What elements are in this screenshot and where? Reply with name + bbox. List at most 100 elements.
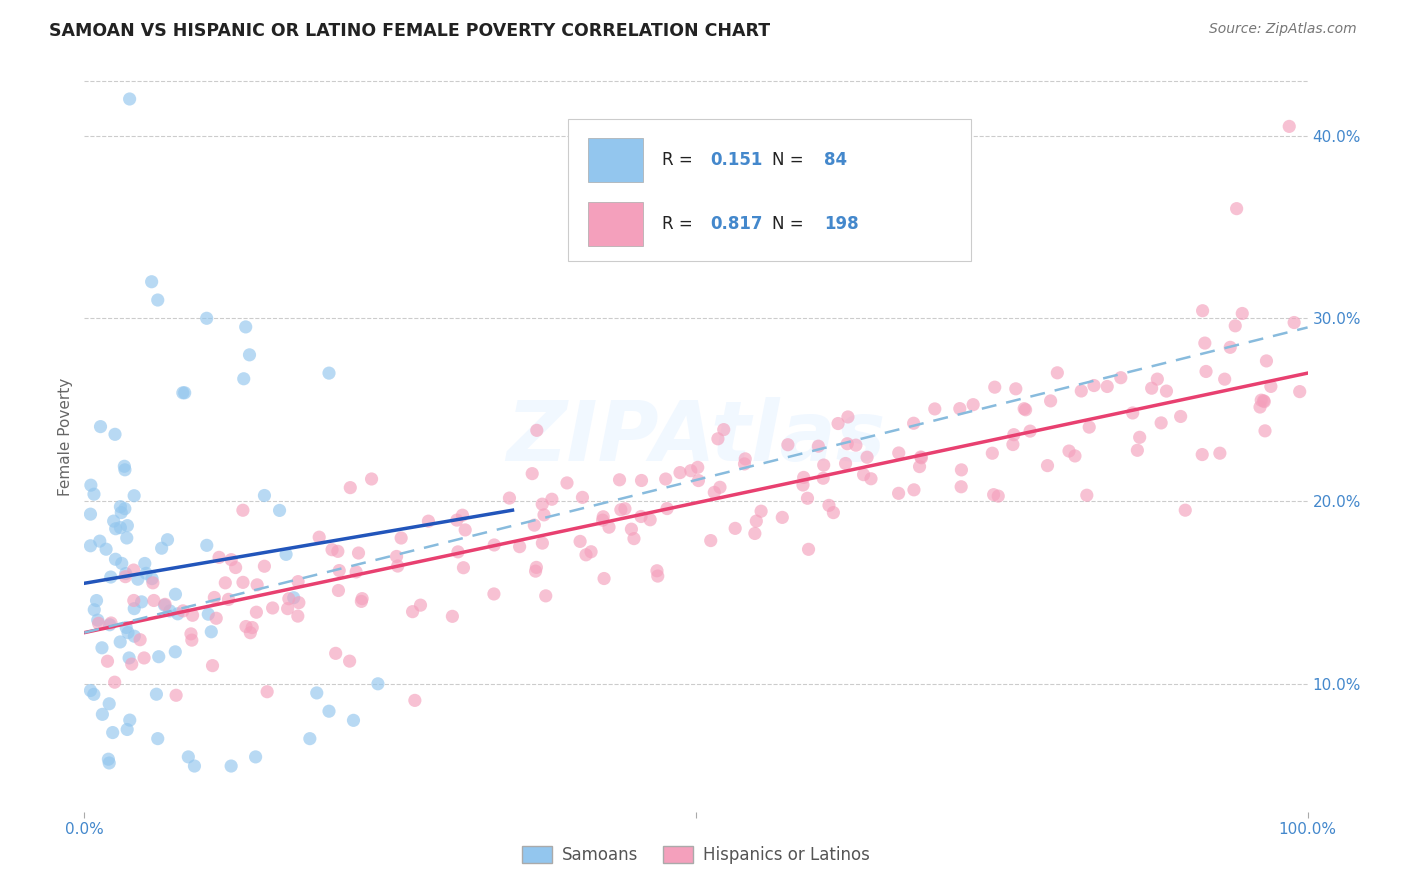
Hispanics or Latinos xyxy=(453,560,475,574)
Samoans xyxy=(183,759,205,773)
Samoans xyxy=(122,601,145,615)
Hispanics or Latinos xyxy=(949,401,972,416)
Hispanics or Latinos xyxy=(339,654,361,668)
Hispanics or Latinos xyxy=(262,601,284,615)
Samoans xyxy=(97,752,120,766)
Hispanics or Latinos xyxy=(172,604,194,618)
Hispanics or Latinos xyxy=(797,542,820,557)
Hispanics or Latinos xyxy=(522,467,544,481)
Hispanics or Latinos xyxy=(321,542,343,557)
Hispanics or Latinos xyxy=(484,538,506,552)
Hispanics or Latinos xyxy=(887,446,910,460)
Hispanics or Latinos xyxy=(630,509,652,524)
Samoans xyxy=(318,366,340,380)
Samoans xyxy=(79,507,101,521)
Hispanics or Latinos xyxy=(142,593,165,607)
Hispanics or Latinos xyxy=(389,531,412,545)
Text: N =: N = xyxy=(772,215,808,233)
Hispanics or Latinos xyxy=(404,693,426,707)
Hispanics or Latinos xyxy=(1004,382,1026,396)
Hispanics or Latinos xyxy=(744,526,766,541)
Samoans xyxy=(89,534,111,549)
Hispanics or Latinos xyxy=(984,380,1007,394)
Samoans xyxy=(274,547,297,561)
Hispanics or Latinos xyxy=(856,450,879,465)
Samoans xyxy=(245,750,267,764)
Hispanics or Latinos xyxy=(347,546,370,560)
Hispanics or Latinos xyxy=(352,591,374,606)
Hispanics or Latinos xyxy=(214,575,236,590)
Hispanics or Latinos xyxy=(1019,424,1042,438)
Hispanics or Latinos xyxy=(1109,370,1132,384)
Samoans xyxy=(159,604,181,618)
Hispanics or Latinos xyxy=(598,520,620,534)
Hispanics or Latinos xyxy=(454,523,477,537)
Text: ZIPAtlas: ZIPAtlas xyxy=(506,397,886,477)
FancyBboxPatch shape xyxy=(588,138,644,182)
Hispanics or Latinos xyxy=(811,471,834,485)
Samoans xyxy=(100,570,122,584)
Samoans xyxy=(79,539,101,553)
Samoans xyxy=(103,514,125,528)
Hispanics or Latinos xyxy=(1232,306,1254,320)
Samoans xyxy=(166,607,188,621)
Hispanics or Latinos xyxy=(669,466,692,480)
Text: R =: R = xyxy=(662,215,697,233)
FancyBboxPatch shape xyxy=(568,119,972,261)
Hispanics or Latinos xyxy=(409,598,432,612)
Hispanics or Latinos xyxy=(1126,443,1149,458)
Hispanics or Latinos xyxy=(201,658,224,673)
Hispanics or Latinos xyxy=(792,478,814,492)
Text: 84: 84 xyxy=(824,152,848,169)
Samoans xyxy=(110,506,132,520)
Hispanics or Latinos xyxy=(482,587,505,601)
Hispanics or Latinos xyxy=(700,533,723,548)
Hispanics or Latinos xyxy=(910,450,932,465)
Samoans xyxy=(117,625,139,640)
Hispanics or Latinos xyxy=(1256,354,1278,368)
Hispanics or Latinos xyxy=(523,518,546,533)
Hispanics or Latinos xyxy=(180,633,202,648)
Samoans xyxy=(298,731,321,746)
Hispanics or Latinos xyxy=(1156,384,1178,398)
Hispanics or Latinos xyxy=(325,646,347,660)
Samoans xyxy=(150,541,173,556)
Hispanics or Latinos xyxy=(734,457,756,471)
Samoans xyxy=(127,572,149,586)
Hispanics or Latinos xyxy=(703,485,725,500)
Hispanics or Latinos xyxy=(645,564,668,578)
Samoans xyxy=(86,593,108,607)
Hispanics or Latinos xyxy=(219,552,242,566)
Hispanics or Latinos xyxy=(793,470,815,484)
Hispanics or Latinos xyxy=(1253,393,1275,408)
Samoans xyxy=(79,683,101,698)
Hispanics or Latinos xyxy=(1191,448,1213,462)
Hispanics or Latinos xyxy=(807,439,830,453)
Samoans xyxy=(98,756,121,770)
Samoans xyxy=(156,533,179,547)
Hispanics or Latinos xyxy=(339,481,361,495)
Samoans xyxy=(83,687,105,701)
Hispanics or Latinos xyxy=(724,521,747,535)
Hispanics or Latinos xyxy=(524,564,547,578)
Hispanics or Latinos xyxy=(232,575,254,590)
FancyBboxPatch shape xyxy=(588,202,644,246)
Hispanics or Latinos xyxy=(620,522,643,536)
Hispanics or Latinos xyxy=(328,564,350,578)
Hispanics or Latinos xyxy=(688,474,710,488)
Hispanics or Latinos xyxy=(983,488,1005,502)
Y-axis label: Female Poverty: Female Poverty xyxy=(58,378,73,496)
Hispanics or Latinos xyxy=(903,417,925,431)
Samoans xyxy=(165,645,187,659)
Hispanics or Latinos xyxy=(1001,437,1024,451)
Hispanics or Latinos xyxy=(579,545,602,559)
Samoans xyxy=(122,489,145,503)
Samoans xyxy=(91,707,114,722)
Samoans xyxy=(148,649,170,664)
Text: Source: ZipAtlas.com: Source: ZipAtlas.com xyxy=(1209,22,1357,37)
Hispanics or Latinos xyxy=(447,545,470,559)
Hispanics or Latinos xyxy=(245,605,267,619)
Hispanics or Latinos xyxy=(575,548,598,562)
Samoans xyxy=(200,624,222,639)
Text: R =: R = xyxy=(662,152,697,169)
